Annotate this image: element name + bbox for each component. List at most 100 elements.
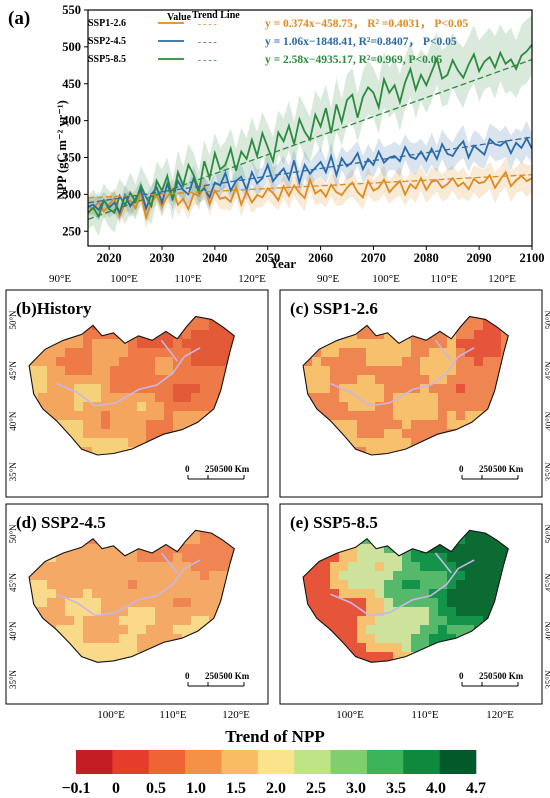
colorbar-cell — [439, 750, 477, 774]
raster-cell — [155, 393, 165, 403]
raster-cell — [402, 607, 412, 617]
raster-cell — [447, 393, 457, 403]
raster-cell — [411, 571, 421, 581]
raster-cell — [74, 384, 84, 394]
raster-cell — [420, 562, 430, 572]
raster-cell — [447, 402, 457, 412]
band-ssp126 — [88, 157, 532, 229]
raster-cell — [483, 366, 493, 376]
raster-cell — [74, 420, 84, 430]
raster-cell — [92, 544, 102, 554]
raster-cell — [438, 553, 448, 563]
raster-cell — [74, 634, 84, 644]
colorbar-tick-label: −0.1 — [61, 780, 90, 797]
map-title: (d) SSP2-4.5 — [16, 513, 106, 532]
legend-trend-header: Trend Line — [192, 10, 240, 21]
raster-cell — [330, 625, 340, 635]
raster-cell — [110, 393, 120, 403]
raster-cell — [465, 562, 475, 572]
raster-cell — [384, 580, 394, 590]
trend-line-ssp126 — [88, 174, 532, 199]
raster-cell — [155, 420, 165, 430]
raster-cell — [83, 375, 93, 385]
raster-cell — [384, 544, 394, 554]
raster-cell — [393, 598, 403, 608]
scale-label: 500 Km — [493, 464, 524, 474]
raster-cell — [155, 357, 165, 367]
raster-cell — [384, 652, 394, 662]
raster-cell — [474, 553, 484, 563]
raster-cell — [191, 616, 201, 626]
raster-cell — [164, 357, 174, 367]
raster-cell — [456, 411, 466, 421]
raster-cell — [411, 562, 421, 572]
raster-cell — [366, 339, 376, 349]
scale-label: 250 — [205, 464, 219, 474]
raster-cell — [465, 321, 475, 331]
series-line-ssp126 — [88, 170, 532, 222]
raster-cell — [146, 429, 156, 439]
x-tick-label: 2060 — [308, 251, 333, 265]
raster-cell — [402, 375, 412, 385]
raster-cell — [101, 447, 111, 455]
raster-cell — [429, 562, 439, 572]
raster-cell — [83, 580, 93, 590]
raster-cell — [330, 553, 340, 563]
raster-cell — [474, 598, 484, 608]
raster-cell — [191, 384, 201, 394]
raster-cell — [465, 348, 475, 358]
y-tick-label: 350 — [62, 151, 81, 165]
raster-cell — [357, 607, 367, 617]
raster-cell — [411, 420, 421, 430]
raster-cell — [357, 598, 367, 608]
raster-cell — [56, 553, 66, 563]
raster-cell — [456, 393, 466, 403]
raster-cell — [375, 643, 385, 653]
raster-cell — [402, 366, 412, 376]
raster-cell — [420, 571, 430, 581]
lat-tick-label: 45°N — [8, 361, 18, 381]
raster-cell — [191, 580, 201, 590]
lon-tick-label: 120°E — [238, 273, 266, 285]
raster-cell — [348, 357, 358, 367]
raster-cell — [402, 357, 412, 367]
raster-cell — [83, 544, 93, 554]
raster-cell — [29, 375, 39, 385]
raster-cell — [447, 580, 457, 590]
colorbar-title: Trend of NPP — [225, 727, 324, 746]
raster-cell — [164, 330, 174, 340]
raster-cell — [119, 438, 129, 448]
raster-cell — [357, 562, 367, 572]
raster-cell — [101, 348, 111, 358]
raster-cell — [330, 580, 340, 590]
raster-cell — [402, 429, 412, 439]
raster-cell — [321, 348, 331, 358]
raster-cell — [384, 375, 394, 385]
map-panel-e: (e) SSP5-8.5 0 250 500 Km — [279, 503, 543, 705]
raster-cell — [92, 589, 102, 599]
raster-cell — [128, 643, 138, 653]
raster-cell — [393, 607, 403, 617]
raster-cell — [110, 625, 120, 635]
raster-cell — [366, 375, 376, 385]
raster-cell — [65, 357, 75, 367]
raster-cell — [173, 607, 183, 617]
colorbar-tick-label: 1.0 — [186, 780, 206, 797]
raster-cell — [173, 553, 183, 563]
plot-frame — [87, 9, 533, 247]
raster-cell — [375, 429, 385, 439]
raster-cell — [119, 348, 129, 358]
lat-tick-label: 35°N — [8, 462, 18, 482]
raster-cell — [47, 589, 57, 599]
trend-line-ssp585 — [88, 58, 532, 220]
raster-cell — [92, 384, 102, 394]
raster-cell — [92, 580, 102, 590]
raster-cell — [303, 366, 313, 376]
raster-cell — [402, 339, 412, 349]
raster-cell — [483, 580, 493, 590]
raster-cell — [128, 357, 138, 367]
raster-cell — [101, 357, 111, 367]
raster-cell — [137, 411, 147, 421]
raster-cell — [492, 571, 502, 581]
raster-cell — [321, 375, 331, 385]
